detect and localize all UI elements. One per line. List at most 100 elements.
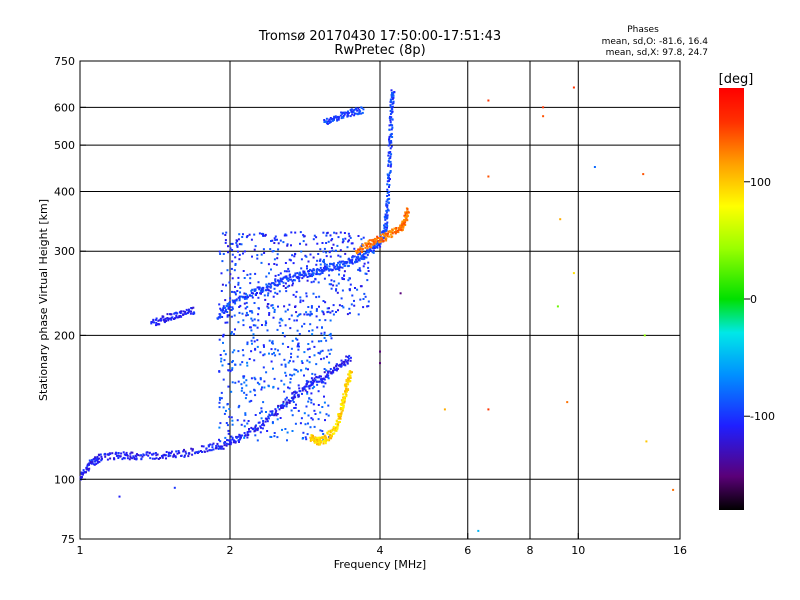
trace-point [80, 476, 83, 478]
trace-point [205, 447, 208, 450]
scatter-point [219, 354, 222, 356]
trace-point [321, 272, 324, 274]
isolated-point [593, 166, 596, 168]
scatter-point [341, 241, 344, 244]
scatter-point [299, 301, 302, 304]
trace-point [265, 283, 268, 286]
scatter-point [300, 417, 303, 420]
trace-point [386, 208, 389, 211]
trace-point [244, 434, 247, 437]
scatter-point [305, 367, 307, 370]
trace-point [315, 437, 318, 440]
scatter-point [357, 235, 360, 237]
trace-point [312, 436, 315, 439]
scatter-point [298, 333, 301, 335]
trace-point [87, 469, 90, 472]
trace-point [312, 268, 315, 271]
scatter-point [319, 350, 322, 353]
trace-point [390, 89, 393, 92]
scatter-point [280, 317, 283, 320]
trace-point [349, 377, 352, 379]
scatter-point [262, 366, 265, 369]
scatter-point [295, 403, 297, 406]
trace-point [80, 472, 83, 475]
scatter-point [261, 386, 263, 389]
trace-point [370, 246, 373, 249]
scatter-point [273, 258, 276, 261]
scatter-point [280, 363, 283, 366]
scatter-point [333, 280, 336, 283]
scatter-point [218, 401, 221, 404]
trace-point [282, 406, 285, 409]
scatter-point [306, 267, 308, 270]
trace-point [276, 413, 279, 415]
trace-point [296, 275, 299, 278]
trace-point [182, 310, 185, 313]
isolated-point [556, 305, 559, 308]
scatter-point [308, 361, 311, 364]
scatter-point [269, 435, 272, 438]
trace-point [182, 450, 185, 453]
scatter-point [218, 406, 221, 409]
trace-point [133, 456, 136, 459]
scatter-point [274, 354, 277, 357]
trace-point [239, 436, 242, 439]
trace-point [191, 448, 194, 451]
scatter-point [344, 237, 347, 240]
scatter-point [271, 412, 274, 414]
scatter-point [333, 231, 336, 234]
trace-point [281, 280, 283, 283]
trace-point [222, 311, 225, 314]
scatter-point [242, 270, 245, 272]
trace-point [265, 417, 268, 420]
trace-point [288, 278, 291, 281]
scatter-point [319, 263, 322, 266]
scatter-point [256, 439, 259, 442]
scatter-point [258, 232, 261, 235]
scatter-point [277, 305, 279, 308]
trace-point [328, 439, 331, 442]
scatter-point [319, 411, 322, 414]
trace-point [93, 463, 96, 466]
trace-point [226, 439, 228, 442]
trace-point [188, 309, 190, 312]
trace-point [306, 276, 309, 278]
scatter-point [229, 297, 232, 300]
trace-point [292, 279, 295, 281]
scatter-point [286, 244, 289, 247]
trace-point [269, 410, 272, 413]
scatter-point [238, 258, 241, 261]
trace-point [366, 247, 369, 250]
scatter-point [302, 299, 305, 302]
scatter-point [285, 374, 288, 377]
scatter-point [309, 314, 312, 317]
scatter-point [339, 231, 342, 234]
trace-point [346, 261, 349, 264]
trace-point [361, 243, 364, 246]
trace-point [93, 457, 96, 460]
scatter-point [290, 347, 293, 350]
scatter-point [351, 258, 354, 261]
scatter-point [284, 365, 287, 368]
scatter-point [260, 253, 263, 256]
trace-point [86, 463, 89, 466]
trace-point [308, 270, 310, 272]
trace-point [262, 420, 265, 422]
trace-point [163, 320, 166, 323]
phases-x-stats: mean, sd,X: 97.8, 24.7 [606, 48, 708, 58]
scatter-point [301, 325, 303, 328]
trace-point [331, 263, 334, 266]
trace-point [328, 265, 331, 268]
scatter-point [221, 232, 224, 235]
trace-point [310, 436, 313, 439]
trace-point [258, 286, 261, 289]
trace-point [364, 242, 367, 245]
scatter-point [277, 406, 279, 409]
trace-point [180, 310, 183, 313]
scatter-point [271, 340, 274, 343]
trace-point [200, 445, 203, 448]
scatter-point [234, 381, 237, 384]
trace-point [325, 436, 328, 439]
scatter-point [289, 259, 292, 262]
trace-point [312, 382, 314, 385]
